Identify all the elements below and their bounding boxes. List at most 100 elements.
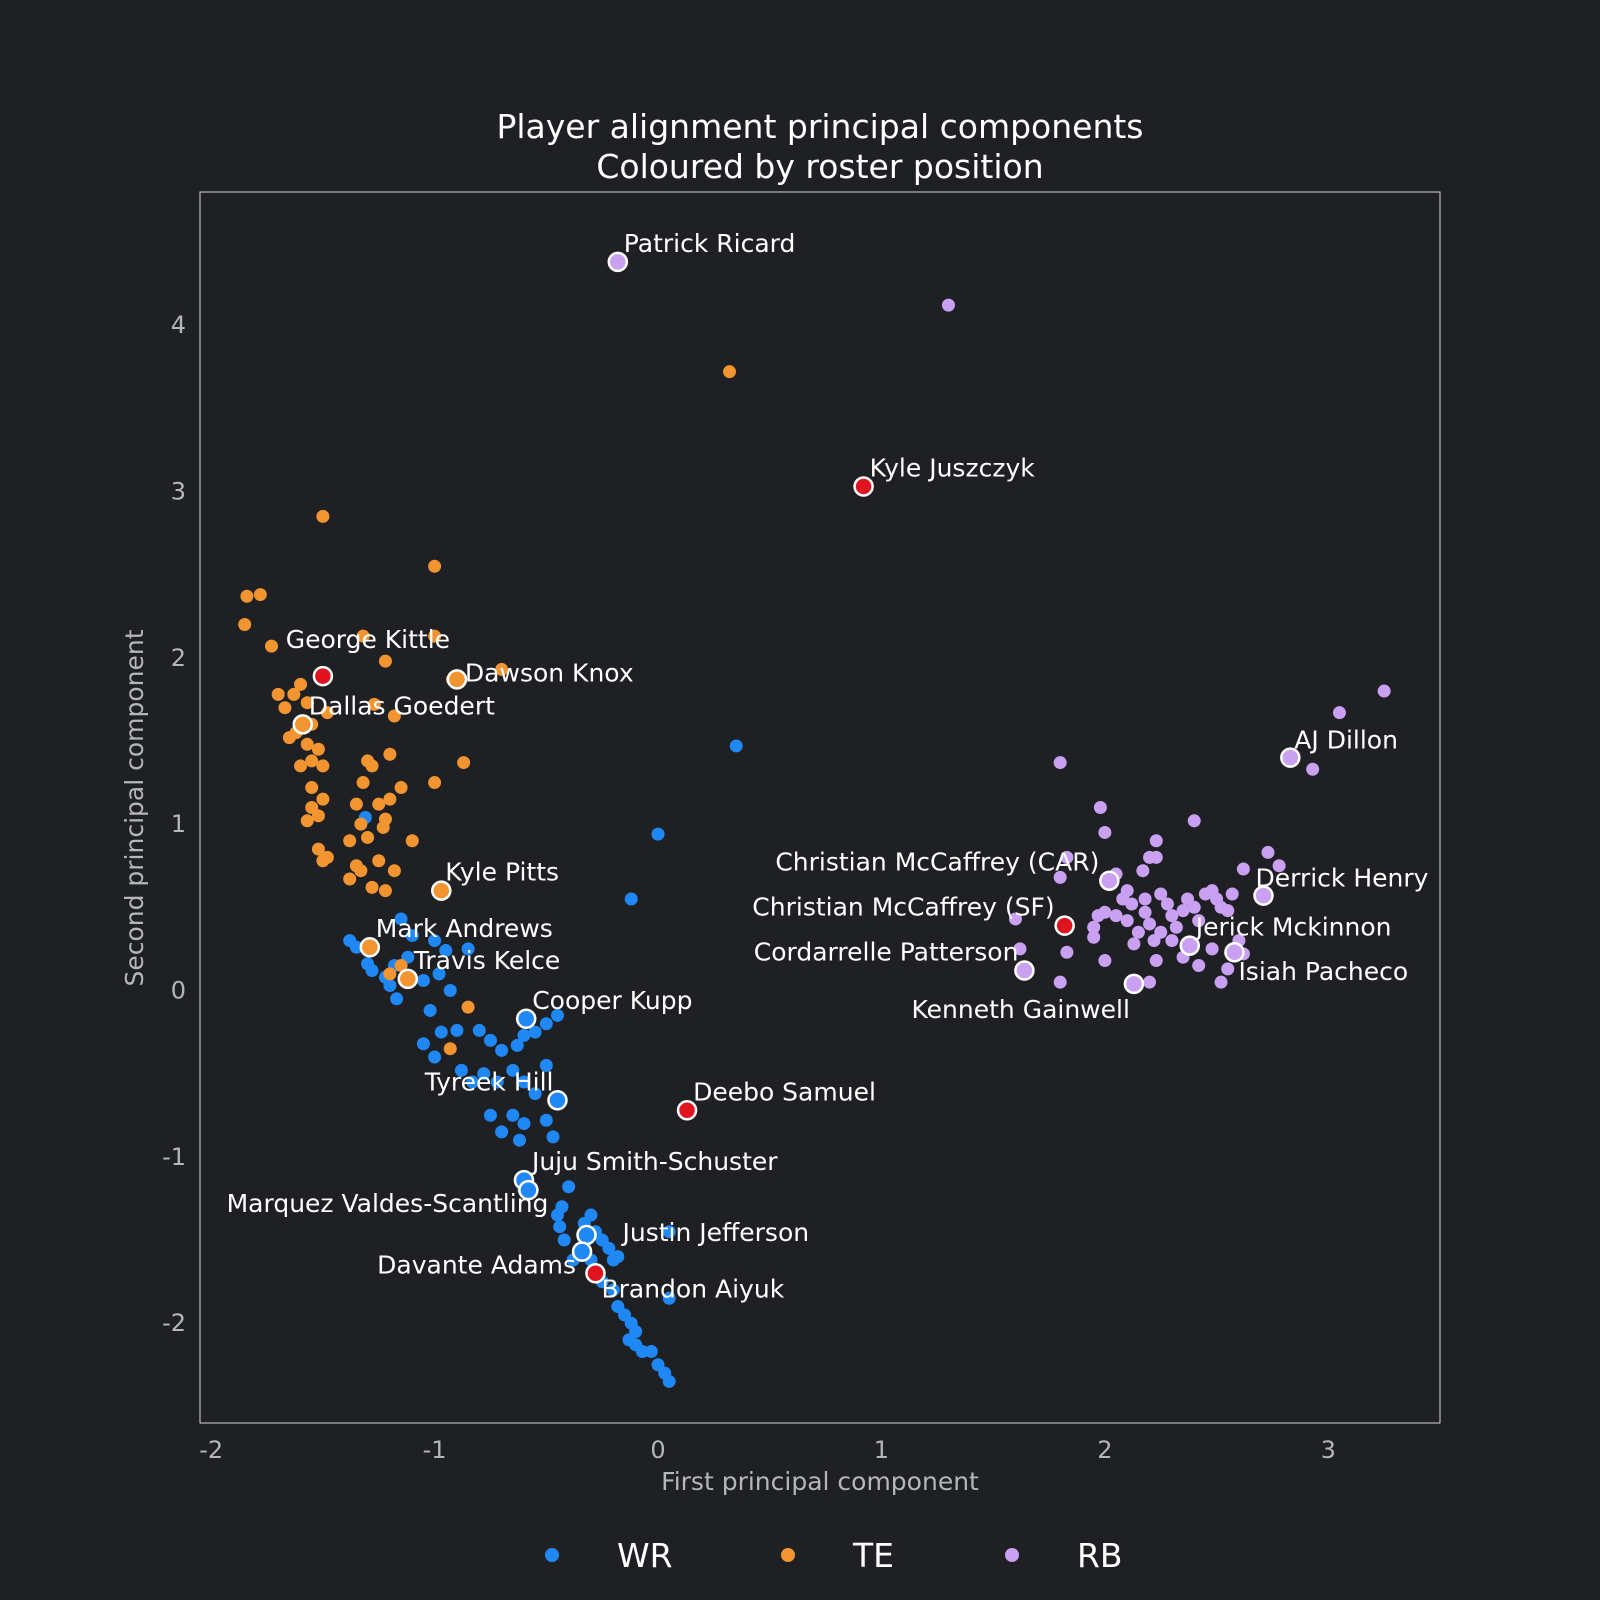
- labeled-point: [397, 968, 419, 990]
- data-point-rb: [1149, 834, 1163, 848]
- legend-label-wr: WR: [617, 1536, 673, 1575]
- data-point-te: [264, 639, 278, 653]
- data-point-te: [354, 817, 368, 831]
- data-point-wr: [510, 1038, 524, 1052]
- data-point-te: [387, 709, 401, 723]
- data-point-te: [365, 880, 379, 894]
- data-point-rb: [1120, 914, 1134, 928]
- labeled-point: [676, 1100, 698, 1121]
- labeled-point: [1123, 973, 1145, 995]
- data-point-rb: [1053, 870, 1067, 884]
- data-point-wr: [550, 1208, 564, 1222]
- data-point-wr: [477, 1067, 491, 1081]
- data-point-te: [316, 792, 330, 806]
- labeled-point: [547, 1090, 568, 1111]
- data-point-te: [394, 959, 408, 973]
- data-point-wr: [466, 1075, 480, 1089]
- data-point-rb: [1098, 954, 1112, 968]
- data-point-rb: [1149, 850, 1163, 864]
- data-point-wr: [644, 1344, 658, 1358]
- data-point-rb: [1138, 905, 1152, 919]
- data-point-rb: [1225, 887, 1239, 901]
- player-label: Deebo Samuel: [693, 1077, 876, 1106]
- player-label: Justin Jefferson: [621, 1218, 810, 1247]
- legend-marker-rb: [1005, 1548, 1019, 1562]
- data-points: [238, 298, 1391, 1388]
- data-point-wr: [539, 1113, 553, 1127]
- data-point-te: [387, 864, 401, 878]
- data-point-rb: [1109, 909, 1123, 923]
- data-point-rb: [1120, 884, 1134, 898]
- data-point-wr: [635, 1344, 649, 1358]
- data-point-te: [320, 706, 334, 720]
- data-point-rb: [1143, 975, 1157, 989]
- data-point-te: [428, 559, 442, 573]
- data-point-rb: [1087, 930, 1101, 944]
- data-point-rb: [1306, 762, 1320, 776]
- chart-title-line-2: Coloured by roster position: [596, 147, 1043, 186]
- data-point-rb: [1154, 925, 1168, 939]
- data-point-rb: [1125, 897, 1139, 911]
- data-point-te: [316, 759, 330, 773]
- plot-area-frame: [199, 191, 1441, 1424]
- data-point-te: [378, 884, 392, 898]
- player-label: Christian McCaffrey (SF): [752, 893, 1054, 922]
- player-label: Kyle Pitts: [445, 858, 559, 887]
- data-point-rb: [1272, 859, 1286, 873]
- data-point-rb: [1187, 900, 1201, 914]
- player-label: Cordarrelle Patterson: [754, 938, 1019, 967]
- data-point-wr: [483, 1108, 497, 1122]
- labeled-point: [1253, 885, 1274, 906]
- data-point-wr: [416, 974, 430, 988]
- data-point-rb: [1205, 942, 1219, 956]
- y-tick-label: 2: [171, 644, 186, 672]
- data-point-wr: [539, 1017, 553, 1031]
- data-point-te: [361, 830, 375, 844]
- y-axis-ticks: -2 -1 0 1 2 3 4: [162, 311, 186, 1337]
- data-point-rb: [1160, 897, 1174, 911]
- labeled-point: [576, 1224, 597, 1246]
- labeled-point: [515, 1008, 537, 1030]
- labeled-point: [359, 936, 381, 958]
- data-point-rb: [1098, 825, 1112, 839]
- data-point-rb: [1008, 912, 1022, 926]
- data-point-wr: [443, 983, 457, 997]
- data-point-te: [316, 854, 330, 868]
- labeled-point: [446, 669, 468, 690]
- data-point-te: [461, 1000, 475, 1014]
- data-point-rb: [1154, 887, 1168, 901]
- data-point-rb: [1221, 904, 1235, 918]
- data-point-te: [378, 812, 392, 826]
- data-point-te: [378, 654, 392, 668]
- x-tick-label: 3: [1321, 1436, 1336, 1464]
- data-point-wr: [662, 1374, 676, 1388]
- data-point-wr: [439, 944, 453, 958]
- y-tick-label: 3: [171, 477, 186, 505]
- labeled-player-markers: [292, 251, 1301, 1284]
- labeled-point: [585, 1263, 606, 1284]
- data-point-wr: [390, 992, 404, 1006]
- data-point-te: [495, 662, 509, 676]
- player-label: Dawson Knox: [465, 658, 634, 687]
- data-point-rb: [1127, 937, 1141, 951]
- data-point-te: [311, 842, 325, 856]
- data-point-wr: [557, 1233, 571, 1247]
- player-label: Christian McCaffrey (CAR): [775, 848, 1099, 877]
- data-point-wr: [662, 1291, 676, 1305]
- data-point-te: [305, 781, 319, 795]
- player-labels: Patrick Ricard Kyle Juszczyk George Kittle…: [227, 229, 1429, 1303]
- data-point-wr: [517, 1028, 531, 1042]
- data-point-rb: [1098, 905, 1112, 919]
- data-point-wr: [423, 1003, 437, 1017]
- data-point-te: [253, 588, 267, 602]
- data-point-wr: [506, 1063, 520, 1077]
- x-tick-label: 2: [1097, 1436, 1112, 1464]
- labeled-point: [1280, 747, 1301, 768]
- data-point-te: [278, 701, 292, 715]
- player-label: Brandon Aiyuk: [601, 1274, 784, 1303]
- data-point-wr: [606, 1283, 620, 1297]
- data-point-wr: [662, 1225, 676, 1239]
- data-point-te: [383, 967, 397, 981]
- labeled-point: [1054, 915, 1075, 936]
- player-label: Travis Kelce: [413, 946, 561, 975]
